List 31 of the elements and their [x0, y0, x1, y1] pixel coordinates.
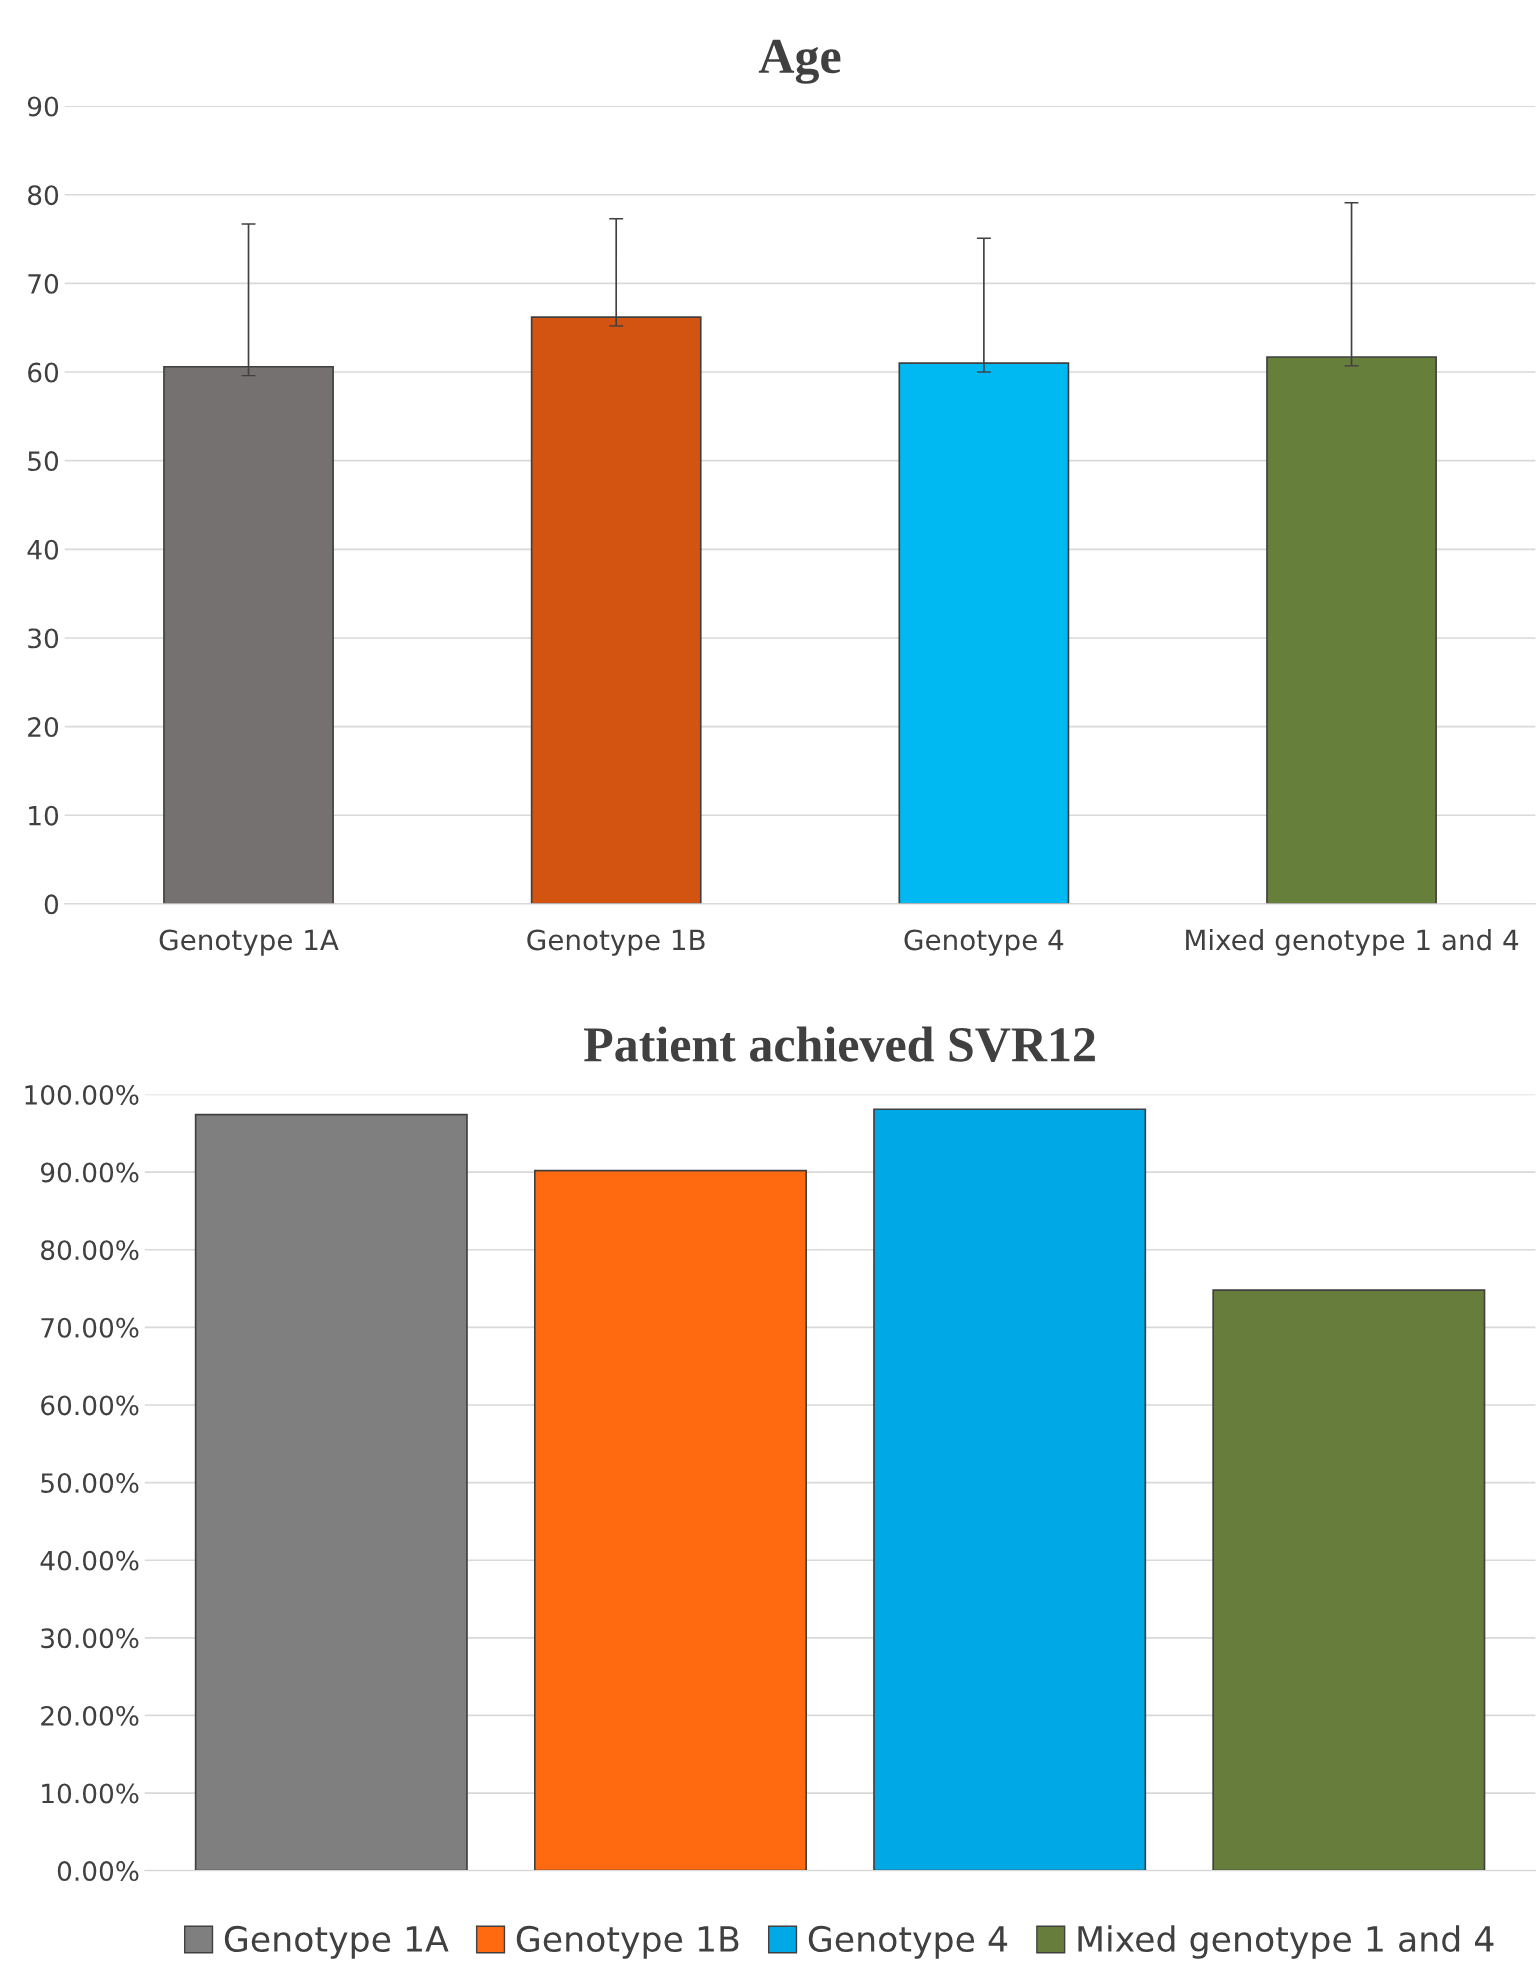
- y-tick-label: 40: [27, 539, 59, 560]
- y-tick-label: 50: [28, 451, 59, 472]
- x-tick-label: Mixed genotype 1 and 4: [1186, 928, 1519, 956]
- y-tick-label: 20.00%: [41, 1705, 139, 1726]
- y-tick-label: 80.00%: [41, 1240, 139, 1261]
- y-tick-label: 90.00%: [40, 1162, 139, 1183]
- chart-title: Age: [758, 39, 841, 84]
- x-tick-label: Genotype 4: [904, 929, 1064, 956]
- y-tick-label: 100.00%: [25, 1084, 139, 1105]
- y-tick-label: 10.00%: [42, 1783, 139, 1804]
- y-tick-label: 20: [28, 717, 59, 738]
- y-tick-label: 10: [29, 805, 59, 826]
- y-tick-label: 0: [44, 894, 59, 915]
- y-tick-label: 30.00%: [41, 1628, 139, 1649]
- chart-title: Patient achieved SVR12: [584, 1026, 1095, 1062]
- x-tick-label: Genotype 1A: [159, 929, 339, 956]
- legend-label: Genotype 1A: [224, 1925, 449, 1959]
- y-tick-label: 90: [27, 96, 59, 117]
- x-tick-label: Genotype 1B: [527, 929, 705, 956]
- y-tick-label: 70: [28, 273, 59, 294]
- legend-label: Genotype 4: [808, 1925, 1008, 1959]
- y-tick-label: 70.00%: [41, 1317, 139, 1338]
- legend-label: Genotype 1B: [516, 1925, 739, 1959]
- y-tick-label: 80: [28, 185, 59, 206]
- y-tick-label: 40.00%: [40, 1550, 139, 1571]
- y-tick-label: 50.00%: [41, 1473, 139, 1493]
- y-tick-label: 0.00%: [57, 1861, 139, 1882]
- y-tick-label: 60: [28, 362, 59, 383]
- legend-label: Mixed genotype 1 and 4: [1078, 1925, 1494, 1959]
- y-tick-label: 60.00%: [41, 1395, 139, 1416]
- y-tick-label: 30: [28, 628, 59, 649]
